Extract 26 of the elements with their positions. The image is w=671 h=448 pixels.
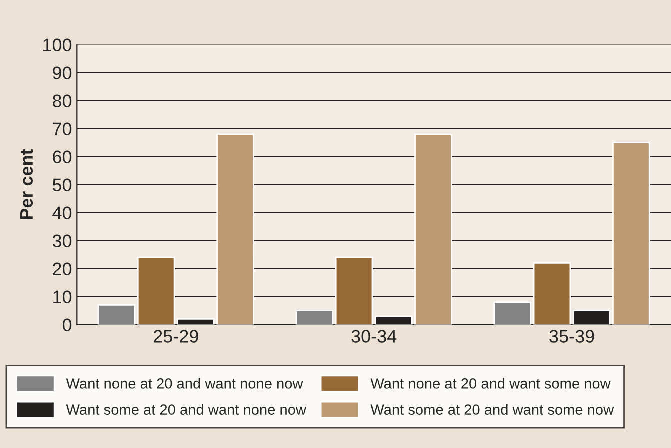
y-tick-label: 0 [62,318,72,332]
y-tick-label: 90 [53,66,72,80]
x-tick-label: 30-34 [352,330,397,343]
bar [533,262,572,325]
y-axis-title: Per cent [20,149,34,220]
legend-label: Want none at 20 and want none now [66,378,304,389]
y-tick-label: 30 [52,234,72,248]
legend-label: Want none at 20 and want some now [370,378,611,389]
y-tick-label: 70 [53,122,72,136]
legend-label: Want some at 20 and want none now [66,404,307,415]
x-tick-label: 35-39 [550,330,594,343]
y-tick-label: 60 [53,150,72,164]
bar [137,256,176,325]
bar [98,304,136,325]
y-tick-label: 100 [44,38,72,52]
bar [494,302,532,325]
bar [335,256,374,325]
x-tick-label: 25-29 [154,330,198,343]
y-tick-label: 40 [52,206,72,220]
y-tick-label: 80 [53,94,72,108]
bar [612,142,650,325]
bar [296,310,334,325]
legend-label: Want some at 20 and want some now [370,404,614,415]
y-tick-label: 10 [54,290,72,304]
y-tick-label: 50 [52,178,72,192]
y-tick-label: 20 [53,262,72,276]
